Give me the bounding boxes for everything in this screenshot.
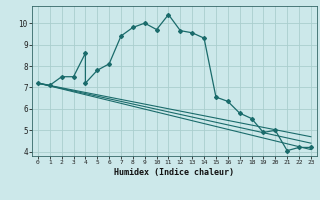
- X-axis label: Humidex (Indice chaleur): Humidex (Indice chaleur): [115, 168, 234, 177]
